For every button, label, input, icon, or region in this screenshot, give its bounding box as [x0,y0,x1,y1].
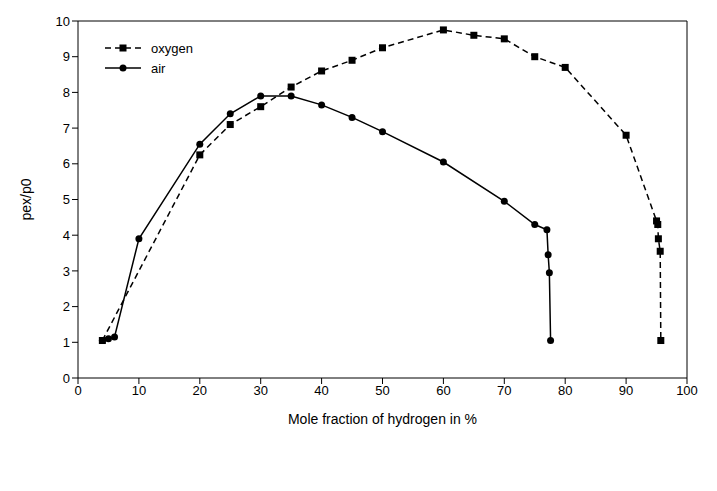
svg-text:0: 0 [63,371,70,386]
svg-text:8: 8 [63,85,70,100]
svg-text:2: 2 [63,299,70,314]
svg-text:10: 10 [132,383,146,398]
svg-text:6: 6 [63,156,70,171]
svg-text:30: 30 [253,383,267,398]
svg-text:pex/p0: pex/p0 [18,178,34,220]
svg-text:20: 20 [193,383,207,398]
svg-text:100: 100 [676,383,698,398]
svg-text:3: 3 [63,264,70,279]
svg-text:9: 9 [63,49,70,64]
svg-text:4: 4 [63,228,70,243]
svg-text:1: 1 [63,335,70,350]
svg-text:50: 50 [375,383,389,398]
html-text:oxygen: oxygen [151,40,193,56]
svg-text:40: 40 [314,383,328,398]
html-text:air: air [151,60,166,76]
svg-text:90: 90 [619,383,633,398]
svg-text:10: 10 [56,14,70,29]
svg-text:60: 60 [436,383,450,398]
svg-text:Mole fraction of hydrogen in %: Mole fraction of hydrogen in % [288,411,477,427]
svg-text:80: 80 [558,383,572,398]
svg-text:0: 0 [74,383,81,398]
svg-text:70: 70 [497,383,511,398]
svg-text:5: 5 [63,192,70,207]
svg-text:7: 7 [63,121,70,136]
